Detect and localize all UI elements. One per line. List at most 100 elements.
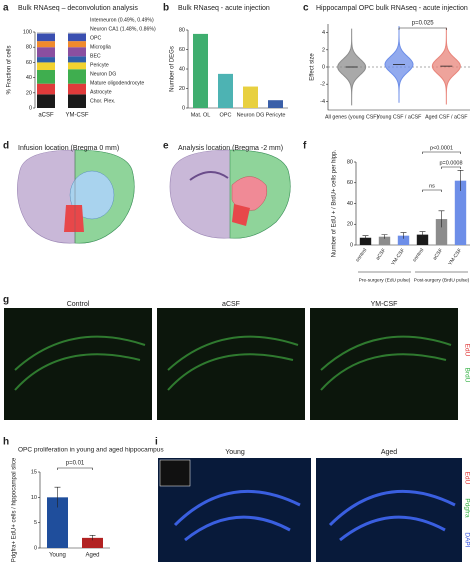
x-tick-label: All genes (young CSF) — [325, 114, 379, 120]
y-tick-label: 0 — [350, 242, 353, 248]
x-tick-label: control — [412, 247, 426, 263]
bar-segment — [37, 33, 55, 42]
bar-segment — [37, 47, 55, 58]
error-bar — [400, 232, 407, 239]
y-tick-label: 100 — [23, 29, 32, 35]
channel-label: DAPI — [463, 532, 470, 547]
x-tick-label: control — [355, 247, 369, 263]
y-tick-label: 60 — [26, 60, 32, 66]
y-tick-label: 0 — [29, 105, 32, 111]
x-tick-label: Aged CSF / aCSF — [425, 114, 468, 120]
y-axis-label: Number of DEGs — [170, 46, 176, 92]
bar-segment — [37, 62, 55, 70]
y-tick-label: -4 — [320, 99, 325, 105]
y-axis — [327, 24, 470, 111]
bar — [47, 497, 68, 548]
channel-label: EdU — [463, 344, 470, 357]
y-tick-label: 4 — [322, 30, 325, 36]
channel-label: Pdgfra — [463, 498, 470, 518]
annotation: ns — [429, 183, 435, 189]
bar-segment — [68, 83, 86, 95]
error-bar — [54, 486, 61, 508]
y-axis-label: % Fraction of cells — [7, 45, 13, 94]
y-tick-label: 20 — [179, 86, 185, 92]
group-label: Post-surgery (BrdU pulse) — [414, 277, 470, 283]
channel-label: BrdU — [463, 368, 470, 383]
legend-label: Chor. Plex. — [90, 98, 115, 104]
y-tick-label: 2 — [322, 47, 325, 53]
legend-label: Interneuron (0.49%, 0.49%) — [90, 17, 154, 23]
y-tick-label: 80 — [179, 27, 185, 33]
bar — [397, 235, 410, 245]
bar-segment — [68, 62, 86, 70]
bar — [435, 219, 448, 245]
bracket — [398, 27, 447, 30]
x-tick-label: Young — [49, 553, 66, 559]
brain-analysis — [169, 149, 291, 239]
y-tick-label: 80 — [347, 159, 353, 165]
y-axis-label: Effect size — [310, 53, 316, 81]
x-tick-label: YM-CSF — [390, 247, 406, 266]
bar — [416, 234, 429, 245]
x-tick-label: YM-CSF — [447, 247, 463, 266]
y-axis-label: Pdgfra+ EdU+ cells / hippocampal slice — [12, 457, 18, 562]
y-tick-label: 60 — [179, 47, 185, 53]
error-bar — [438, 210, 445, 228]
y-axis — [355, 162, 470, 246]
group-label: Pre-surgery (EdU pulse) — [359, 277, 411, 283]
y-tick-label: 0 — [34, 545, 37, 551]
panel-letter: c — [303, 3, 309, 14]
chart-title: Bulk RNAseq – deconvolution analysis — [18, 5, 138, 12]
legend-label: Pericyte — [90, 62, 109, 68]
bar — [218, 73, 233, 108]
bar — [359, 237, 372, 245]
bar — [193, 33, 208, 108]
column-label: Young — [225, 449, 245, 456]
bracket — [441, 166, 461, 169]
micrograph — [316, 458, 462, 562]
y-tick-label: 40 — [347, 201, 353, 207]
x-tick-label: YM-CSF — [66, 113, 89, 119]
annotation: p=0.025 — [412, 21, 435, 27]
bar-segment — [37, 83, 55, 95]
y-tick-label: 60 — [347, 180, 353, 186]
bracket — [422, 151, 461, 154]
column-label: YM-CSF — [371, 301, 398, 308]
legend-label: Mature oligodendrocyte — [90, 80, 144, 86]
y-tick-label: 5 — [34, 520, 37, 526]
bar-segment — [68, 56, 86, 63]
x-tick-label: aCSF — [432, 247, 444, 261]
bar-segment — [68, 69, 86, 84]
panel-title: Infusion location (Bregma 0 mm) — [18, 145, 119, 152]
y-tick-label: 40 — [26, 75, 32, 81]
legend-label: Neuron CA1 (1.48%, 0.86%) — [90, 26, 156, 32]
bar — [378, 236, 391, 245]
bar-segment — [68, 47, 86, 57]
bar — [82, 537, 103, 548]
x-tick-label: Pericyte — [266, 112, 286, 118]
bar — [243, 86, 258, 108]
bar-segment — [68, 41, 86, 48]
bar-segment — [37, 41, 55, 48]
x-tick-label: Aged — [85, 553, 99, 559]
panel-letter: h — [3, 437, 9, 448]
x-tick-label: aCSF — [375, 247, 387, 261]
y-tick-label: 40 — [179, 66, 185, 72]
y-tick-label: -2 — [320, 82, 325, 88]
micrograph — [4, 308, 152, 420]
chart-title: Bulk RNaseq - acute injection — [178, 5, 270, 12]
y-tick-label: 0 — [182, 105, 185, 111]
x-tick-label: aCSF — [38, 113, 54, 119]
column-label: Aged — [381, 449, 397, 456]
panel-letter: b — [163, 3, 169, 14]
legend-label: Microglia — [90, 44, 111, 50]
panel-letter: f — [303, 141, 307, 152]
annotation: p<0.0001 — [430, 145, 453, 151]
panel-letter: i — [155, 437, 158, 448]
chart-title: Hippocampal OPC bulk RNAseq - acute inje… — [316, 5, 468, 12]
bracket — [57, 467, 93, 470]
y-tick-label: 10 — [31, 495, 37, 501]
y-tick-label: 80 — [26, 45, 32, 51]
annotation: p=0.01 — [66, 461, 85, 467]
